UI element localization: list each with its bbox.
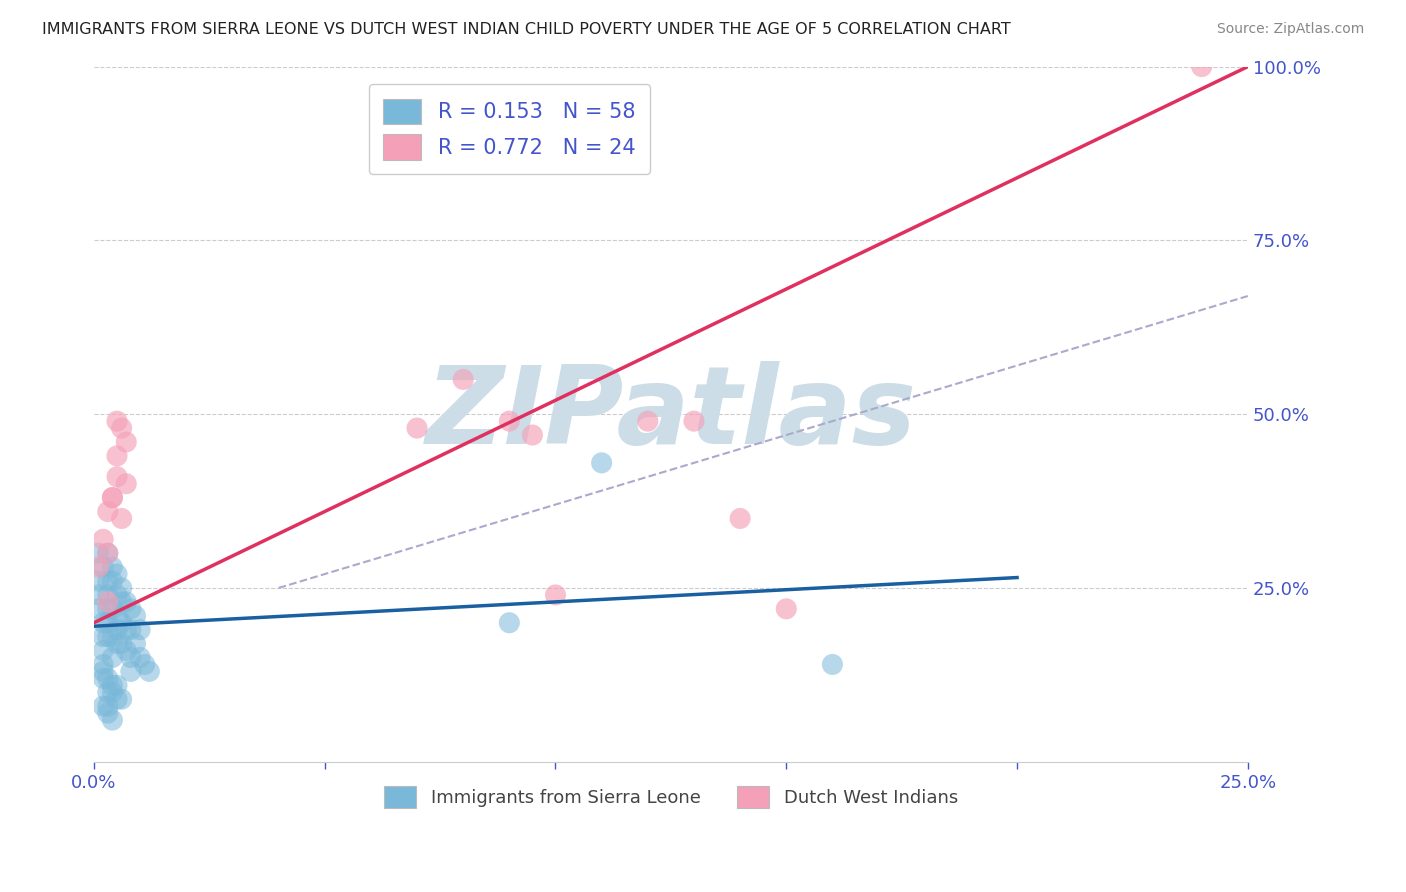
Point <box>97 630 120 644</box>
Point <box>498 414 520 428</box>
Point <box>111 637 134 651</box>
Point <box>101 630 124 644</box>
Point <box>105 692 128 706</box>
Point <box>97 546 120 560</box>
Point <box>97 685 120 699</box>
Point <box>91 560 114 574</box>
Point <box>87 560 110 574</box>
Point <box>115 435 138 450</box>
Point <box>87 574 110 588</box>
Point <box>101 491 124 505</box>
Point <box>544 588 567 602</box>
Point <box>120 650 142 665</box>
Point <box>105 623 128 637</box>
Point <box>101 678 124 692</box>
Point <box>406 421 429 435</box>
Point <box>101 713 124 727</box>
Point <box>91 657 114 672</box>
Point <box>97 595 120 609</box>
Point <box>451 372 474 386</box>
Point <box>522 428 544 442</box>
Point <box>97 615 120 630</box>
Point <box>498 615 520 630</box>
Point <box>91 699 114 714</box>
Point <box>120 602 142 616</box>
Point <box>91 630 114 644</box>
Point <box>97 504 120 518</box>
Point <box>120 623 142 637</box>
Point <box>87 546 110 560</box>
Point <box>101 602 124 616</box>
Point <box>91 615 114 630</box>
Text: ZIPatlas: ZIPatlas <box>426 361 917 467</box>
Point <box>138 665 160 679</box>
Point <box>91 533 114 547</box>
Point <box>91 671 114 685</box>
Point <box>97 574 120 588</box>
Point <box>91 643 114 657</box>
Point <box>134 657 156 672</box>
Text: IMMIGRANTS FROM SIERRA LEONE VS DUTCH WEST INDIAN CHILD POVERTY UNDER THE AGE OF: IMMIGRANTS FROM SIERRA LEONE VS DUTCH WE… <box>42 22 1011 37</box>
Point <box>105 637 128 651</box>
Point <box>101 491 124 505</box>
Point <box>821 657 844 672</box>
Point <box>120 665 142 679</box>
Point <box>97 602 120 616</box>
Point <box>111 421 134 435</box>
Point <box>111 595 134 609</box>
Point <box>105 678 128 692</box>
Point <box>97 671 120 685</box>
Point <box>105 608 128 623</box>
Point <box>105 588 128 602</box>
Point <box>728 511 751 525</box>
Point <box>97 699 120 714</box>
Point <box>105 414 128 428</box>
Point <box>105 469 128 483</box>
Point <box>97 546 120 560</box>
Point <box>637 414 659 428</box>
Point <box>97 706 120 720</box>
Point <box>101 685 124 699</box>
Point <box>101 560 124 574</box>
Point <box>683 414 706 428</box>
Point <box>115 476 138 491</box>
Point <box>115 643 138 657</box>
Point <box>1191 60 1213 74</box>
Point <box>775 602 797 616</box>
Point <box>111 511 134 525</box>
Point <box>111 581 134 595</box>
Point <box>111 692 134 706</box>
Point <box>591 456 613 470</box>
Point <box>129 623 152 637</box>
Point <box>115 623 138 637</box>
Point <box>115 595 138 609</box>
Point <box>129 650 152 665</box>
Point <box>124 608 146 623</box>
Point <box>105 449 128 463</box>
Point <box>111 615 134 630</box>
Point <box>91 665 114 679</box>
Point <box>101 650 124 665</box>
Point <box>87 602 110 616</box>
Point <box>124 637 146 651</box>
Point <box>105 567 128 582</box>
Point <box>101 574 124 588</box>
Legend: Immigrants from Sierra Leone, Dutch West Indians: Immigrants from Sierra Leone, Dutch West… <box>377 779 965 815</box>
Point <box>97 588 120 602</box>
Text: Source: ZipAtlas.com: Source: ZipAtlas.com <box>1216 22 1364 37</box>
Point <box>87 588 110 602</box>
